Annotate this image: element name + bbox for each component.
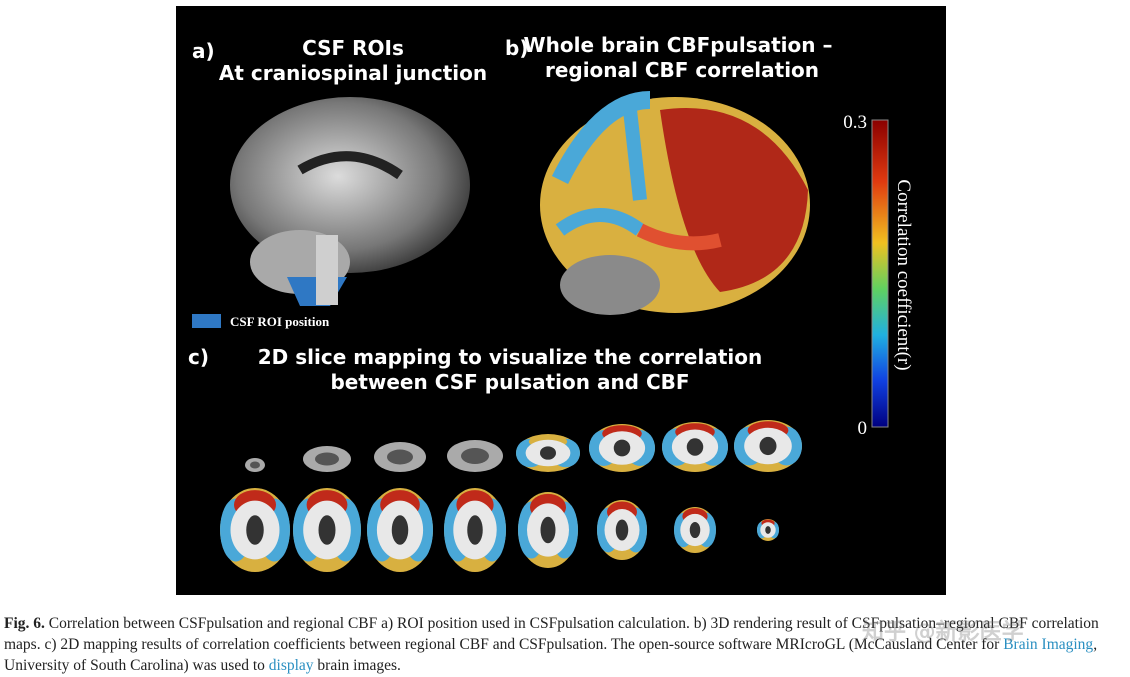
sagittal-brain [230, 97, 470, 306]
legend-label: CSF ROI position [230, 314, 330, 329]
slice-part [540, 446, 556, 460]
slice-part [250, 461, 260, 469]
panel-title: 2D slice mapping to visualize the correl… [258, 345, 762, 369]
colorbar [871, 119, 889, 428]
panel-title: CSF ROIs [302, 36, 404, 60]
slice-part [315, 452, 339, 466]
colorbar-label: Correlation coefficient(r) [893, 179, 914, 370]
caption-label: Fig. 6. [4, 615, 45, 632]
slice-grid [220, 420, 802, 572]
slice-part [615, 519, 629, 541]
colorbar-max: 0.3 [843, 112, 867, 133]
panel-title: At craniospinal junction [219, 61, 487, 85]
figure: CSF ROI position a) CSF ROIs At craniosp… [176, 6, 946, 595]
slice-part [540, 516, 556, 544]
colorbar-min: 0 [858, 418, 868, 439]
slice-part [387, 449, 413, 465]
caption-text: , University of South Carolina) was used… [4, 636, 1098, 674]
slice-part [686, 438, 704, 456]
slice-part [318, 515, 336, 545]
slice-part [689, 521, 701, 539]
slice-part [613, 439, 631, 457]
caption-link[interactable]: Brain Imaging [1003, 636, 1094, 653]
caption-text: brain images. [317, 657, 401, 674]
panel-title: Whole brain CBFpulsation – [524, 33, 833, 57]
slice-part [246, 515, 264, 545]
legend-swatch [192, 314, 221, 328]
rendered-brain [540, 91, 810, 315]
slice-part [391, 515, 409, 545]
slice-part [765, 526, 771, 534]
panel-label: b) [505, 36, 528, 60]
slice-part [759, 436, 777, 456]
panel-title: between CSF pulsation and CBF [330, 370, 689, 394]
panel-label: c) [188, 345, 209, 369]
slice-part [461, 448, 489, 464]
caption-link[interactable]: display [268, 657, 314, 674]
panel-label: a) [192, 39, 215, 63]
slice-part [467, 515, 483, 545]
caption: Fig. 6. Correlation between CSFpulsation… [4, 613, 1122, 676]
watermark: 知乎 @新影医学 [862, 620, 1024, 645]
panel-title: regional CBF correlation [545, 58, 819, 82]
caption-text: Correlation between CSFpulsation and reg… [4, 615, 1099, 653]
